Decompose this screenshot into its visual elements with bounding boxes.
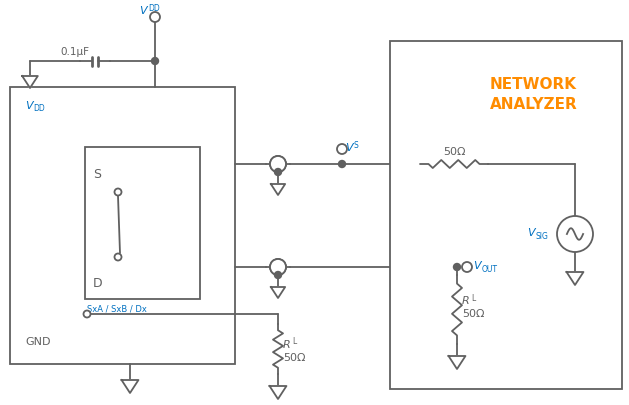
Circle shape [270, 157, 286, 173]
Text: 50Ω: 50Ω [443, 147, 465, 157]
Circle shape [114, 254, 121, 261]
Text: L: L [292, 337, 296, 345]
Text: NETWORK: NETWORK [490, 77, 577, 92]
Circle shape [114, 189, 121, 196]
Bar [10, 88, 235, 364]
Text: DD: DD [33, 104, 45, 113]
Text: V: V [473, 260, 481, 270]
Circle shape [150, 13, 160, 23]
Circle shape [274, 169, 282, 176]
Text: S: S [93, 168, 101, 181]
Polygon shape [270, 386, 286, 399]
Text: V: V [139, 6, 147, 16]
Text: V: V [25, 101, 33, 111]
Text: V: V [345, 143, 353, 153]
Circle shape [274, 272, 282, 279]
Polygon shape [448, 356, 465, 369]
Text: L: L [471, 293, 476, 302]
Text: R: R [283, 339, 291, 349]
Text: 50Ω: 50Ω [283, 352, 306, 362]
Polygon shape [22, 77, 38, 89]
Circle shape [462, 262, 472, 272]
Polygon shape [271, 287, 285, 298]
Bar [390, 42, 622, 389]
Text: V: V [527, 228, 535, 237]
Circle shape [270, 259, 286, 275]
Text: ANALYZER: ANALYZER [490, 97, 578, 112]
Polygon shape [567, 272, 584, 285]
Text: OUT: OUT [482, 264, 498, 273]
Text: 50Ω: 50Ω [462, 309, 484, 319]
Text: R: R [462, 296, 470, 306]
Polygon shape [121, 380, 138, 393]
Text: SIG: SIG [536, 232, 549, 241]
Text: SxA / SxB / Dx: SxA / SxB / Dx [87, 304, 147, 313]
Circle shape [557, 216, 593, 252]
Text: GND: GND [25, 336, 50, 346]
Text: DD: DD [148, 4, 160, 13]
Circle shape [84, 311, 91, 318]
Text: D: D [93, 276, 103, 289]
Circle shape [337, 145, 347, 155]
Circle shape [454, 264, 460, 271]
Circle shape [270, 157, 286, 173]
Circle shape [270, 259, 286, 275]
Circle shape [152, 58, 159, 65]
Text: S: S [354, 141, 359, 149]
Circle shape [338, 161, 345, 168]
Bar [85, 148, 200, 299]
Text: 0.1μF: 0.1μF [60, 47, 89, 57]
Polygon shape [271, 185, 285, 196]
